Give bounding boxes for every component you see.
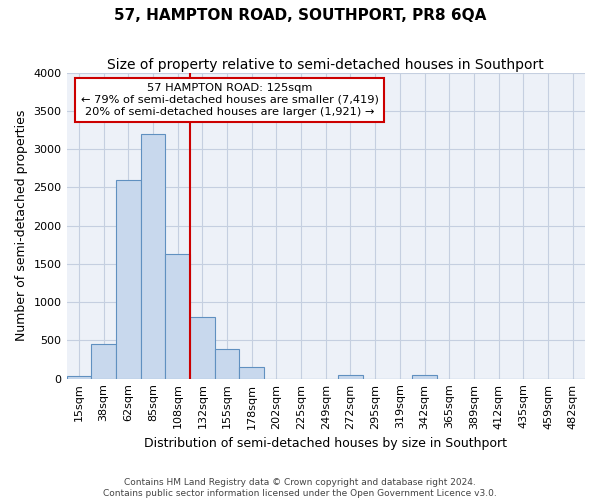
Y-axis label: Number of semi-detached properties: Number of semi-detached properties [15, 110, 28, 342]
Text: 57 HAMPTON ROAD: 125sqm
← 79% of semi-detached houses are smaller (7,419)
20% of: 57 HAMPTON ROAD: 125sqm ← 79% of semi-de… [81, 84, 379, 116]
Title: Size of property relative to semi-detached houses in Southport: Size of property relative to semi-detach… [107, 58, 544, 71]
Bar [67, 376, 91, 378]
Bar [338, 375, 363, 378]
X-axis label: Distribution of semi-detached houses by size in Southport: Distribution of semi-detached houses by … [144, 437, 507, 450]
Text: Contains HM Land Registry data © Crown copyright and database right 2024.
Contai: Contains HM Land Registry data © Crown c… [103, 478, 497, 498]
Bar [140, 134, 165, 378]
Text: 57, HAMPTON ROAD, SOUTHPORT, PR8 6QA: 57, HAMPTON ROAD, SOUTHPORT, PR8 6QA [114, 8, 486, 22]
Bar [215, 349, 239, 378]
Bar [239, 367, 264, 378]
Bar [412, 375, 437, 378]
Bar [165, 254, 190, 378]
Bar [116, 180, 140, 378]
Bar [190, 318, 215, 378]
Bar [91, 344, 116, 378]
